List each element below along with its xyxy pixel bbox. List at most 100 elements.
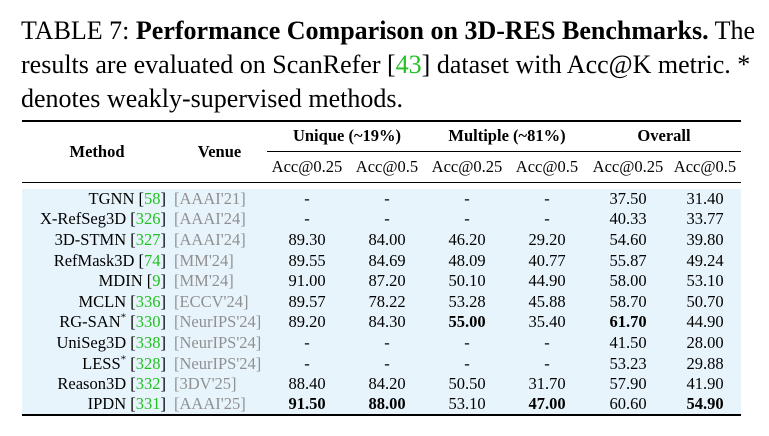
venue-cell: [NeurIPS'24]: [174, 312, 262, 332]
table-row: MDIN [9] [MM'24] 91.00 87.20 50.10 44.90 58.00…: [22, 270, 741, 292]
value-cell: 40.33: [609, 209, 647, 229]
venue-cell: [3DV'25]: [174, 374, 237, 394]
caption-title: Performance Comparison on 3D-RES Benchma…: [135, 16, 709, 45]
value-cell: 33.77: [686, 209, 724, 229]
value-cell: 58.00: [609, 271, 647, 291]
table-caption: TABLE 7: Performance Comparison on 3D-RE…: [21, 14, 761, 116]
method-name: 3D-STMN: [54, 229, 127, 249]
value-cell: 91.00: [288, 271, 326, 291]
value-cell: -: [384, 188, 390, 208]
venue-cell: [NeurIPS'24]: [174, 332, 262, 352]
method-ref: 328: [135, 353, 161, 373]
venue-cell: [NeurIPS'24]: [174, 353, 262, 373]
value-cell: 53.10: [686, 271, 724, 291]
method-name: UniSeg3D: [56, 332, 127, 352]
value-cell: 78.22: [368, 291, 406, 311]
value-cell: 84.20: [368, 374, 406, 394]
header-overall: Overall: [587, 121, 741, 152]
value-cell: 29.20: [528, 229, 566, 249]
method-cell: UniSeg3D [338]: [56, 332, 166, 352]
results-table: Method Venue Unique (~19%) Multiple (~81…: [22, 120, 741, 417]
table-row: MCLN [336] [ECCV'24] 89.57 78.22 53.28 45.88 5…: [22, 291, 741, 313]
value-cell: 53.23: [609, 353, 647, 373]
value-cell: 89.57: [288, 291, 326, 311]
value-cell: 53.28: [448, 291, 486, 311]
value-cell: 88.00: [347, 394, 427, 417]
table-row: 3D-STMN [327] [AAAI'24] 89.30 84.00 46.20 29.…: [22, 229, 741, 251]
weak-supervision-marker: *: [120, 311, 127, 324]
value-cell: -: [544, 188, 550, 208]
value-cell: 84.00: [368, 229, 406, 249]
value-cell: 46.20: [448, 229, 486, 249]
table-row: UniSeg3D [338] [NeurIPS'24] - - - - 41.50 28.00: [22, 332, 741, 354]
header-row-metrics: Acc@0.25 Acc@0.5 Acc@0.25 Acc@0.5 Acc@0.…: [22, 151, 741, 183]
method-name: RefMask3D: [53, 250, 135, 270]
value-cell: -: [464, 353, 470, 373]
method-cell: TGNN [58]: [88, 188, 166, 208]
value-cell: 53.10: [427, 394, 507, 417]
table-row: RefMask3D [74] [MM'24] 89.55 84.69 48.09 40.7…: [22, 250, 741, 271]
header-sub: Acc@0.5: [669, 151, 741, 183]
value-cell: -: [304, 209, 310, 229]
table-body: TGNN [58] [AAAI'21] - - - -37.50 31.40 X-RefSeg…: [22, 182, 741, 417]
caption-ref: 43: [395, 50, 422, 79]
method-name: MDIN: [98, 271, 143, 291]
value-cell: 89.55: [288, 250, 326, 270]
value-cell: 39.80: [686, 229, 724, 249]
value-cell: 84.30: [368, 312, 406, 332]
method-ref: 327: [135, 229, 161, 249]
method-ref: 332: [135, 374, 161, 394]
value-cell: 61.70: [609, 312, 647, 332]
value-cell: 31.40: [686, 188, 724, 208]
value-cell: 50.10: [448, 271, 486, 291]
table-row: LESS* [328] [NeurIPS'24] - - - - 53.23 29.88: [22, 353, 741, 374]
method-name: Reason3D: [57, 374, 127, 394]
method-cell: RefMask3D [74]: [53, 250, 166, 270]
table-row: RG-SAN* [330] [NeurIPS'24] 89.20 84.30 55.00…: [22, 312, 741, 333]
value-cell: 41.90: [686, 374, 724, 394]
method-cell: X-RefSeg3D [326]: [39, 209, 166, 229]
value-cell: -: [544, 332, 550, 352]
value-cell: -: [544, 209, 550, 229]
table-row: TGNN [58] [AAAI'21] - - - - 37.50 31.40: [22, 188, 741, 210]
weak-supervision-marker: *: [120, 353, 127, 366]
value-cell: 54.60: [609, 229, 647, 249]
method-ref: 336: [135, 291, 161, 311]
value-cell: 41.50: [609, 332, 647, 352]
value-cell: 47.00: [507, 394, 587, 417]
value-cell: 28.00: [686, 332, 724, 352]
venue-cell: [ECCV'24]: [174, 291, 249, 311]
value-cell: 48.09: [448, 250, 486, 270]
method-cell: Reason3D [332]: [57, 374, 166, 394]
value-cell: -: [464, 332, 470, 352]
value-cell: 91.50: [267, 394, 347, 417]
header-sub: Acc@0.25: [587, 151, 669, 183]
value-cell: -: [464, 209, 470, 229]
venue-cell: [AAAI'25]: [172, 394, 267, 417]
value-cell: -: [384, 332, 390, 352]
value-cell: 54.90: [669, 394, 741, 417]
header-method: Method: [22, 121, 172, 183]
value-cell: 29.88: [686, 353, 724, 373]
value-cell: 60.60: [587, 394, 669, 417]
value-cell: -: [304, 188, 310, 208]
value-cell: -: [464, 188, 470, 208]
value-cell: 84.69: [368, 250, 406, 270]
value-cell: 45.88: [528, 291, 566, 311]
method-name: TGNN: [88, 188, 135, 208]
header-sub: Acc@0.25: [267, 151, 347, 183]
method-name: LESS: [82, 353, 121, 373]
header-sub: Acc@0.5: [507, 151, 587, 183]
value-cell: 49.24: [686, 250, 724, 270]
method-name: RG-SAN: [59, 312, 121, 332]
value-cell: 55.00: [448, 312, 486, 332]
method-cell: IPDN [331]: [22, 394, 172, 417]
table-row: X-RefSeg3D [326] [AAAI'24] - - - - 40.33 33.77: [22, 209, 741, 230]
method-name: IPDN: [87, 394, 127, 414]
value-cell: 55.87: [609, 250, 647, 270]
venue-cell: [MM'24]: [174, 250, 234, 270]
header-multiple: Multiple (~81%): [427, 121, 587, 152]
header-sub: Acc@0.25: [427, 151, 507, 183]
value-cell: 44.90: [528, 271, 566, 291]
value-cell: 87.20: [368, 271, 406, 291]
